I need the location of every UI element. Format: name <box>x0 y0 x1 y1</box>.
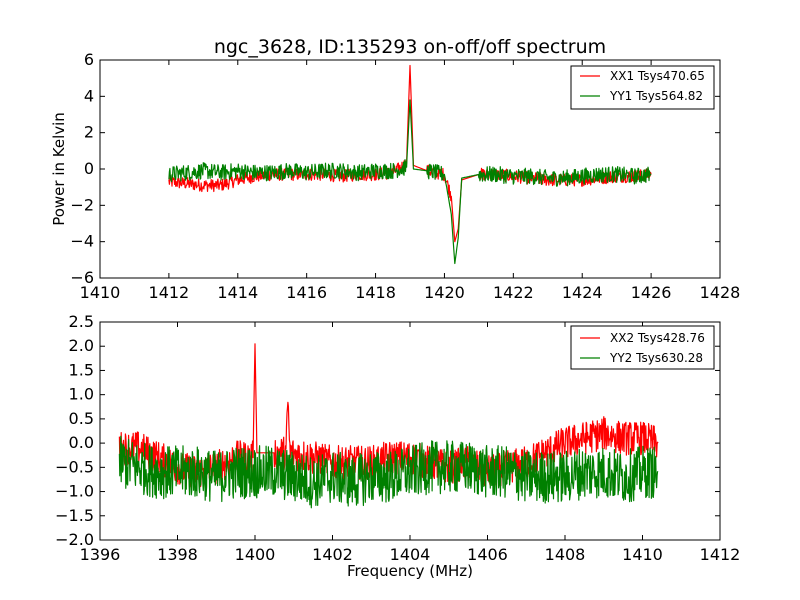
x-tick-label: 1422 <box>493 283 534 302</box>
y-tick-label: 2 <box>84 123 94 142</box>
x-tick-label: 1420 <box>424 283 465 302</box>
y-tick-label: 2.5 <box>69 312 94 331</box>
y-tick-label: 6 <box>84 50 94 69</box>
x-tick-label: 1412 <box>149 283 190 302</box>
top-legend: XX1 Tsys470.65 YY1 Tsys564.82 <box>570 65 715 110</box>
x-tick-label: 1406 <box>467 545 508 564</box>
x-tick-label: 1402 <box>312 545 353 564</box>
top-ticks-group: 1410 1412 1414 1416 1418 1420 1422 1424 1426 1428… <box>70 50 740 302</box>
series-line-yy1 <box>168 99 652 265</box>
x-tick-label: 1416 <box>286 283 327 302</box>
x-tick-label: 1428 <box>700 283 741 302</box>
bottom-legend: XX2 Tsys428.76 YY2 Tsys630.28 <box>570 325 715 370</box>
bottom-ticks-group: 1396 1398 1400 1402 1404 1406 1408 1410 1412 2.5 2… <box>55 312 740 564</box>
x-axis-label: Frequency (MHz) <box>347 562 473 580</box>
x-tick-label: 1404 <box>390 545 431 564</box>
y-axis-label: Power in Kelvin <box>50 112 68 226</box>
legend-label-xx2: XX2 Tsys428.76 <box>610 331 705 345</box>
y-tick-label: 1.0 <box>69 385 94 404</box>
y-tick-label: 2.0 <box>69 336 94 355</box>
y-tick-label: −6 <box>70 268 94 287</box>
bottom-panel: 1396 1398 1400 1402 1404 1406 1408 1410 1412 2.5 2… <box>55 312 740 580</box>
x-tick-label: 1400 <box>235 545 276 564</box>
x-tick-label: 1396 <box>80 545 121 564</box>
x-tick-label: 1412 <box>700 545 741 564</box>
series-line-yy2 <box>118 435 659 509</box>
x-tick-label: 1414 <box>217 283 258 302</box>
bottom-series-group <box>118 343 659 509</box>
x-tick-label: 1418 <box>355 283 396 302</box>
y-tick-label: 0.0 <box>69 433 94 452</box>
y-tick-label: 4 <box>84 86 94 105</box>
y-tick-label: 0.5 <box>69 409 94 428</box>
y-tick-label: −2 <box>70 195 94 214</box>
y-tick-label: 1.5 <box>69 360 94 379</box>
y-tick-label: −1.0 <box>55 482 94 501</box>
x-tick-label: 1408 <box>545 545 586 564</box>
x-tick-label: 1410 <box>622 545 663 564</box>
chart-title: ngc_3628, ID:135293 on-off/off spectrum <box>214 36 606 58</box>
y-tick-label: −0.5 <box>55 457 94 476</box>
legend-label-yy2: YY2 Tsys630.28 <box>609 351 703 365</box>
top-series-group <box>168 64 652 265</box>
legend-label-xx1: XX1 Tsys470.65 <box>610 69 705 83</box>
y-tick-label: −2.0 <box>55 530 94 549</box>
legend-label-yy1: YY1 Tsys564.82 <box>609 89 703 103</box>
x-tick-label: 1424 <box>562 283 603 302</box>
bottom-legend-box <box>570 325 715 370</box>
y-tick-label: 0 <box>84 159 94 178</box>
y-tick-label: −1.5 <box>55 506 94 525</box>
top-panel: ngc_3628, ID:135293 on-off/off spectrum … <box>50 36 740 302</box>
x-tick-label: 1398 <box>157 545 198 564</box>
x-tick-label: 1410 <box>80 283 121 302</box>
y-tick-label: −4 <box>70 232 94 251</box>
top-legend-box <box>570 65 715 110</box>
x-tick-label: 1426 <box>631 283 672 302</box>
